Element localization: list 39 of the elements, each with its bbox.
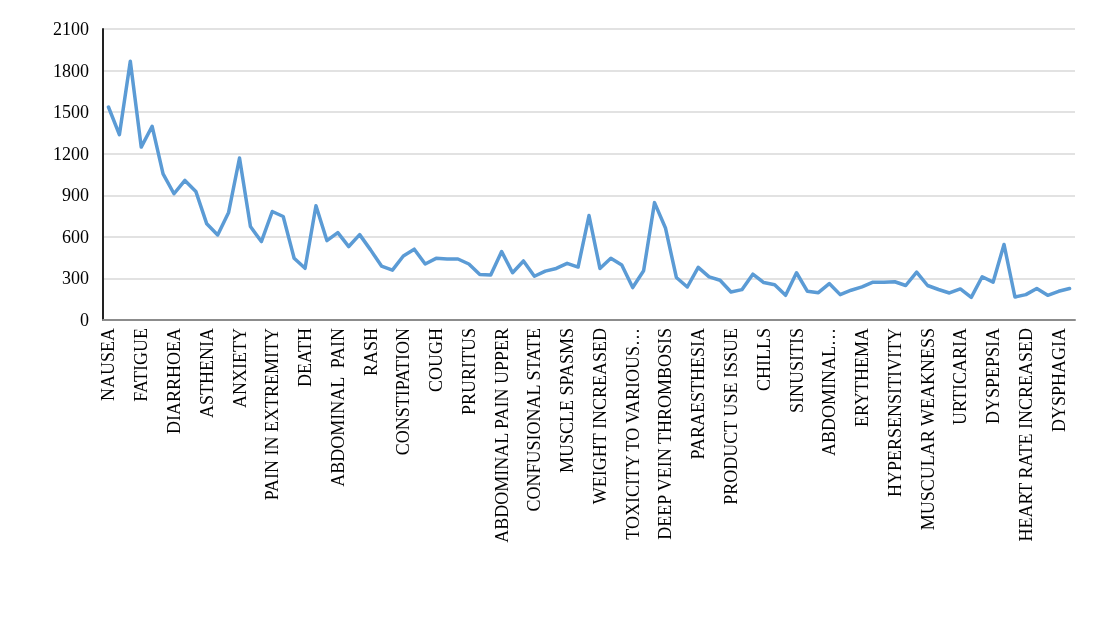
x-tick-label: HEART RATE INCREASED <box>1015 328 1036 542</box>
x-tick-label: DEEP VEIN THROMBOSIS <box>655 328 676 540</box>
x-tick-label: MUSCULAR WEAKNESS <box>917 328 938 531</box>
x-tick-label: PARAESTHESIA <box>688 328 709 460</box>
y-tick-label: 2100 <box>53 19 89 39</box>
x-tick-label: ABDOMINAL… <box>819 328 840 456</box>
x-tick-label: DYSPHAGIA <box>1048 328 1069 433</box>
x-tick-label: DIARRHOEA <box>163 328 184 434</box>
x-tick-label: NAUSEA <box>98 328 119 402</box>
x-tick-label: DYSPEPSIA <box>983 328 1004 425</box>
y-tick-label: 600 <box>62 226 89 247</box>
x-tick-label: ABDOMINAL PAIN UPPER <box>491 328 512 543</box>
line-series <box>106 59 1072 300</box>
x-tick-label: CONSTIPATION <box>393 328 414 456</box>
x-tick-label: FATIGUE <box>131 328 152 402</box>
x-tick-label: PRODUCT USE ISSUE <box>720 328 741 505</box>
y-tick-label: 1500 <box>53 102 89 123</box>
x-tick-label: PRURITUS <box>458 328 479 416</box>
y-tick-label: 1200 <box>53 143 89 164</box>
x-tick-label: RASH <box>360 328 381 377</box>
x-tick-label: WEIGHT INCREASED <box>589 328 610 505</box>
x-tick-label: DEATH <box>295 328 316 387</box>
x-tick-label: ABDOMINAL PAIN <box>327 328 348 487</box>
y-tick-label: 300 <box>62 268 89 289</box>
x-tick-label: COUGH <box>426 328 447 393</box>
x-tick-label: ERYTHEMA <box>852 328 873 427</box>
x-tick-label: CONFUSIONAL STATE <box>524 328 545 512</box>
x-tick-label: URTICARIA <box>950 328 971 425</box>
x-tick-label: HYPERSENSITIVITY <box>884 328 905 497</box>
x-tick-label: ASTHENIA <box>196 328 217 418</box>
x-tick-label: PAIN IN EXTREMITY <box>262 328 283 501</box>
x-tick-label: SINUSITIS <box>786 328 807 414</box>
x-tick-label: ANXIETY <box>229 328 250 408</box>
x-tick-label: CHILLS <box>753 328 774 391</box>
y-tick-label: 0 <box>80 310 89 330</box>
x-tick-label: TOXICITY TO VARIOUS… <box>622 328 643 540</box>
y-tick-label: 900 <box>62 185 89 206</box>
y-tick-label: 1800 <box>53 60 89 81</box>
x-tick-label: MUSCLE SPASMS <box>557 328 578 473</box>
